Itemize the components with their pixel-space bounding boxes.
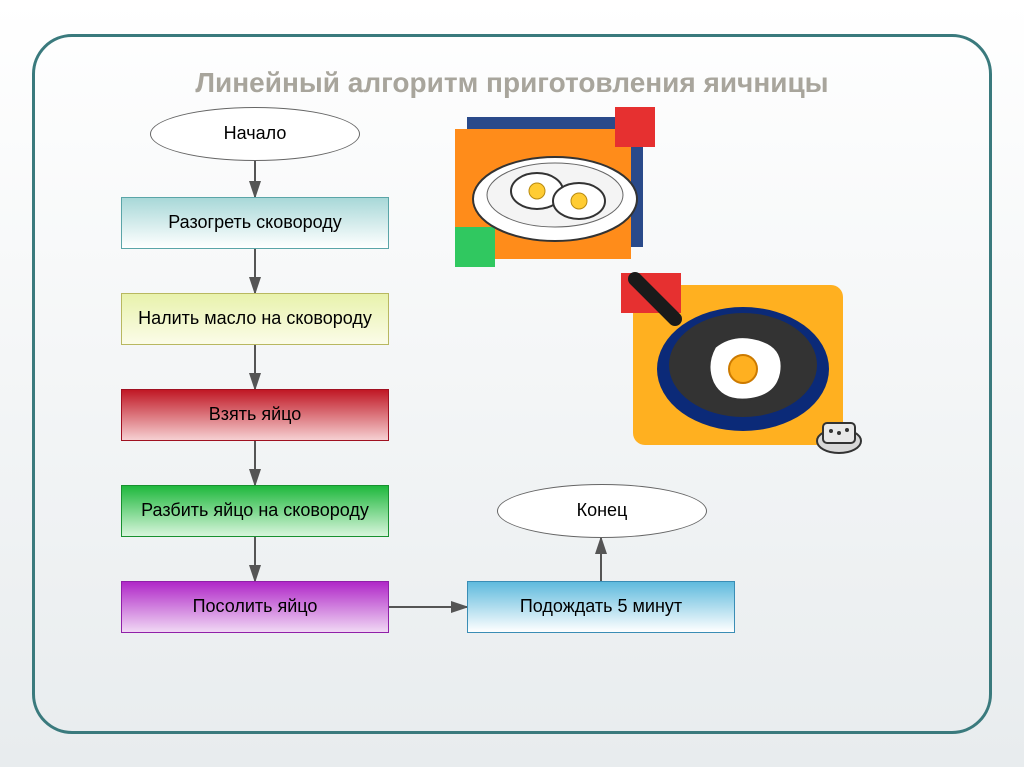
flow-node-start: Начало	[150, 107, 360, 161]
flow-node-s6: Подождать 5 минут	[467, 581, 735, 633]
diagram-frame: Линейный алгоритм приготовления яичницы	[32, 34, 992, 734]
flow-node-s2: Налить масло на сковороду	[121, 293, 389, 345]
flow-node-s1: Разогреть сковороду	[121, 197, 389, 249]
flow-node-s5: Посолить яйцо	[121, 581, 389, 633]
flow-node-s4: Разбить яйцо на сковороду	[121, 485, 389, 537]
flow-node-label: Подождать 5 минут	[520, 596, 682, 617]
flow-node-label: Посолить яйцо	[193, 596, 318, 617]
flow-node-label: Разбить яйцо на сковороду	[141, 500, 369, 521]
frying-pan-illustration	[615, 265, 875, 465]
diagram-title: Линейный алгоритм приготовления яичницы	[35, 67, 989, 99]
flow-node-end: Конец	[497, 484, 707, 538]
flow-node-label: Начало	[224, 123, 287, 144]
plate-eggs-illustration	[455, 107, 655, 267]
flow-node-s3: Взять яйцо	[121, 389, 389, 441]
flow-node-label: Налить масло на сковороду	[138, 308, 372, 329]
flow-node-label: Взять яйцо	[209, 404, 302, 425]
flow-node-label: Разогреть сковороду	[168, 212, 341, 233]
flow-node-label: Конец	[577, 500, 628, 521]
